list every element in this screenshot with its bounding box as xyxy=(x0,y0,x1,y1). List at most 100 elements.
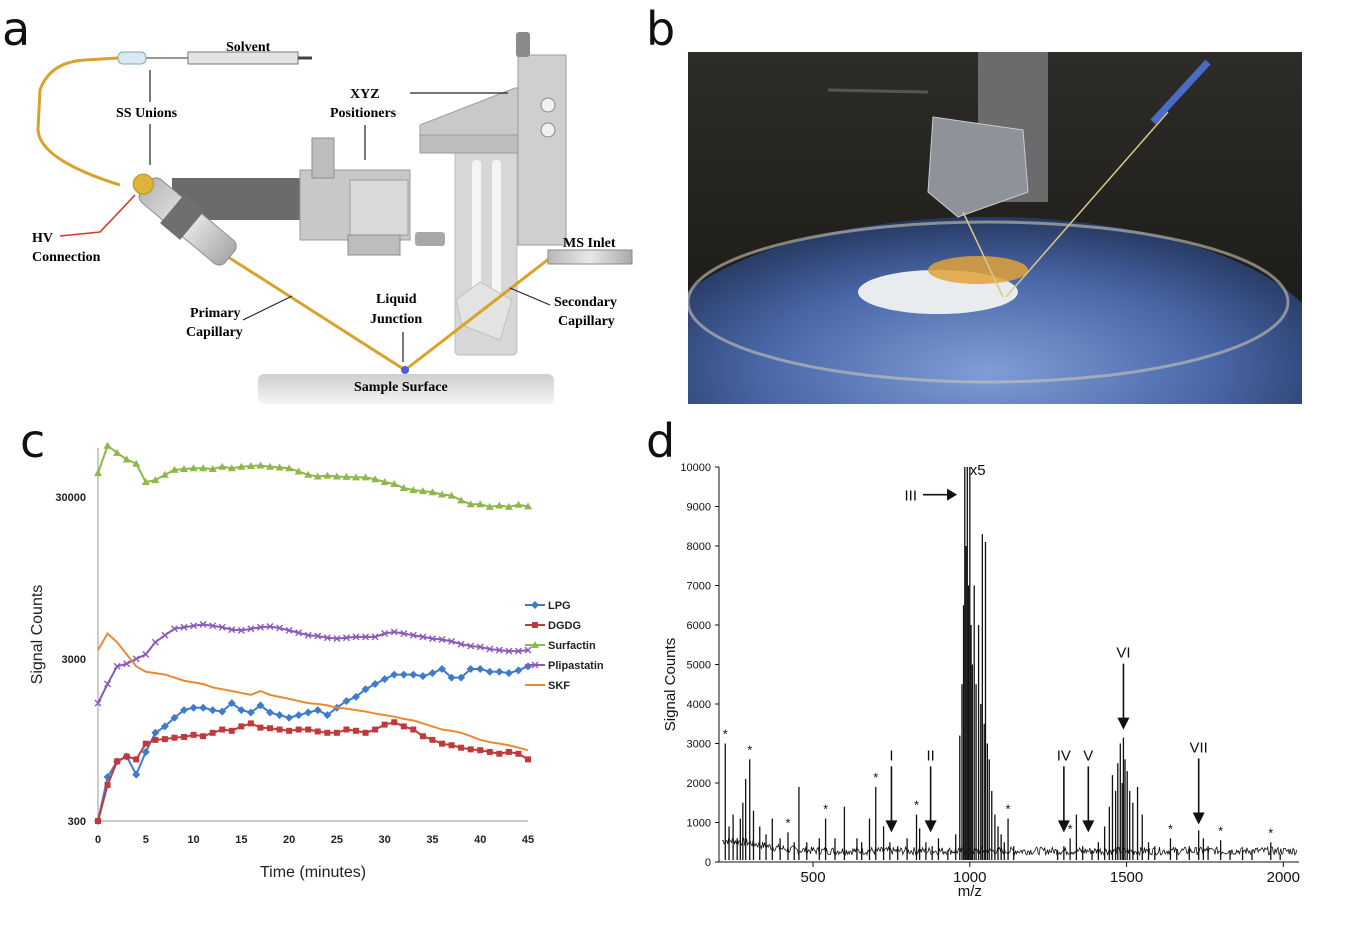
chart-c-point-surfactin xyxy=(485,502,494,510)
chart-d-y-tick-label: 0 xyxy=(705,857,711,869)
chart-d-annotation-label: I xyxy=(889,747,893,764)
chart-c-point-surfactin xyxy=(428,488,437,496)
chart-c-point-surfactin xyxy=(371,475,380,483)
chart-c-point-surfactin xyxy=(409,486,418,494)
chart-c-point-surfactin xyxy=(504,502,513,510)
chart-d-y-tick-label: 9000 xyxy=(687,502,711,514)
chart-d-y-tick-label: 1000 xyxy=(687,818,711,830)
chart-c-series-line-plipastatin xyxy=(97,623,529,704)
chart-d-annotation-star: * xyxy=(723,727,728,742)
chart-c-point-lpg xyxy=(132,770,141,779)
chart-c-point-lpg xyxy=(390,670,399,679)
chart-c-point-dgdg xyxy=(238,723,245,730)
chart-c-point-plipastatin xyxy=(104,680,112,688)
chart-c-point-surfactin xyxy=(189,464,198,472)
chart-d-y-tick-label: 8000 xyxy=(687,541,711,553)
chart-d-baseline xyxy=(721,836,1298,857)
photo-rod xyxy=(827,88,929,94)
liquid-junction-dot xyxy=(401,366,409,374)
chart-d-annotation-star: * xyxy=(785,815,790,830)
center-positioner-knob xyxy=(311,137,335,179)
center-positioner-face xyxy=(349,179,409,236)
sample-surface-block xyxy=(258,374,554,404)
chart-c-point-dgdg xyxy=(505,748,512,755)
label-primary: Primary xyxy=(190,306,241,321)
chart-c-point-plipastatin xyxy=(237,626,245,634)
chart-c-point-dgdg xyxy=(95,818,101,824)
chart-c-point-surfactin xyxy=(94,469,102,477)
chart-c-point-surfactin xyxy=(390,479,399,487)
chart-c-point-plipastatin xyxy=(495,646,503,654)
chart-c-point-lpg xyxy=(294,711,303,720)
chart-c-point-plipastatin xyxy=(390,628,398,636)
chart-c-point-dgdg xyxy=(286,727,293,734)
photo-dish-rim xyxy=(688,220,1290,384)
chart-c-point-plipastatin xyxy=(113,662,121,670)
chart-c-point-dgdg xyxy=(515,750,522,757)
chart-c-point-lpg xyxy=(495,667,504,676)
chart-d-annotation-label: V xyxy=(1083,747,1093,764)
chart-d-annotation-star: * xyxy=(1218,823,1223,838)
chart-d-y-tick-label: 7000 xyxy=(687,581,711,593)
panel-b-letter: b xyxy=(646,2,676,56)
center-positioner-lower xyxy=(347,234,401,256)
chart-c-legend-marker xyxy=(532,622,538,628)
chart-c-point-lpg xyxy=(409,670,418,679)
chart-c-point-dgdg xyxy=(114,758,121,765)
photo-ms-inlet xyxy=(1150,59,1211,125)
chart-c-point-dgdg xyxy=(314,728,321,735)
chart-c-point-dgdg xyxy=(362,729,369,736)
chart-c-point-surfactin xyxy=(332,472,341,480)
chart-c-point-plipastatin xyxy=(123,660,131,668)
chart-c-point-surfactin xyxy=(524,502,532,510)
xyz-screw-1 xyxy=(540,97,556,113)
chart-c-point-plipastatin xyxy=(371,633,379,641)
panel-b-photo xyxy=(688,52,1302,404)
chart-c-point-dgdg xyxy=(133,756,140,763)
chart-c-point-plipastatin xyxy=(285,626,293,634)
chart-c-point-surfactin xyxy=(399,483,408,491)
chart-c-point-dgdg xyxy=(295,726,302,733)
chart-c-point-plipastatin xyxy=(524,646,532,654)
photo-probe-block xyxy=(927,116,1029,218)
chart-c-legend-label: Plipastatin xyxy=(548,660,604,672)
chart-c-series-line-lpg xyxy=(97,665,529,822)
chart-c-point-lpg xyxy=(361,685,370,694)
panel-d-letter: d xyxy=(646,414,676,468)
emitter-assembly xyxy=(132,173,237,266)
chart-c-x-tick-label: 10 xyxy=(187,834,199,846)
center-positioner-side-knob xyxy=(415,232,445,246)
chart-c-point-plipastatin xyxy=(190,622,198,630)
chart-c-legend-marker xyxy=(531,601,539,609)
chart-c-point-lpg xyxy=(141,747,150,756)
chart-c-y-tick-label: 30000 xyxy=(55,492,86,504)
chart-c-point-lpg xyxy=(304,708,313,717)
chart-c-series-line-skf xyxy=(97,631,529,752)
chart-c-point-lpg xyxy=(485,667,494,676)
chart-c-point-plipastatin xyxy=(170,625,178,633)
chart-c-point-dgdg xyxy=(429,736,436,743)
chart-c-point-dgdg xyxy=(372,726,379,733)
chart-c-point-lpg xyxy=(189,703,198,712)
chart-c-point-dgdg xyxy=(219,726,226,733)
chart-c-point-dgdg xyxy=(152,736,159,743)
chart-c-x-tick-label: 35 xyxy=(426,834,438,846)
chart-c-point-surfactin xyxy=(275,463,284,471)
chart-c-point-lpg xyxy=(428,669,437,678)
chart-c-point-plipastatin xyxy=(295,629,303,637)
chart-c-point-surfactin xyxy=(151,476,160,484)
photo-colony-center xyxy=(928,256,1028,284)
chart-c-point-plipastatin xyxy=(457,640,465,648)
chart-c-point-lpg xyxy=(418,672,427,681)
chart-c-point-plipastatin xyxy=(381,630,389,638)
chart-c-point-lpg xyxy=(160,722,169,731)
chart-c-x-tick-label: 30 xyxy=(379,834,391,846)
chart-c-point-plipastatin xyxy=(409,631,417,639)
chart-c-point-plipastatin xyxy=(180,623,188,631)
chart-c-point-dgdg xyxy=(353,727,359,734)
chart-c-point-dgdg xyxy=(161,736,168,743)
chart-c-point-plipastatin xyxy=(362,633,370,641)
chart-c-point-plipastatin xyxy=(428,635,436,643)
chart-c-series-line-surfactin xyxy=(97,444,529,508)
chart-d-arrowhead xyxy=(1117,717,1130,730)
